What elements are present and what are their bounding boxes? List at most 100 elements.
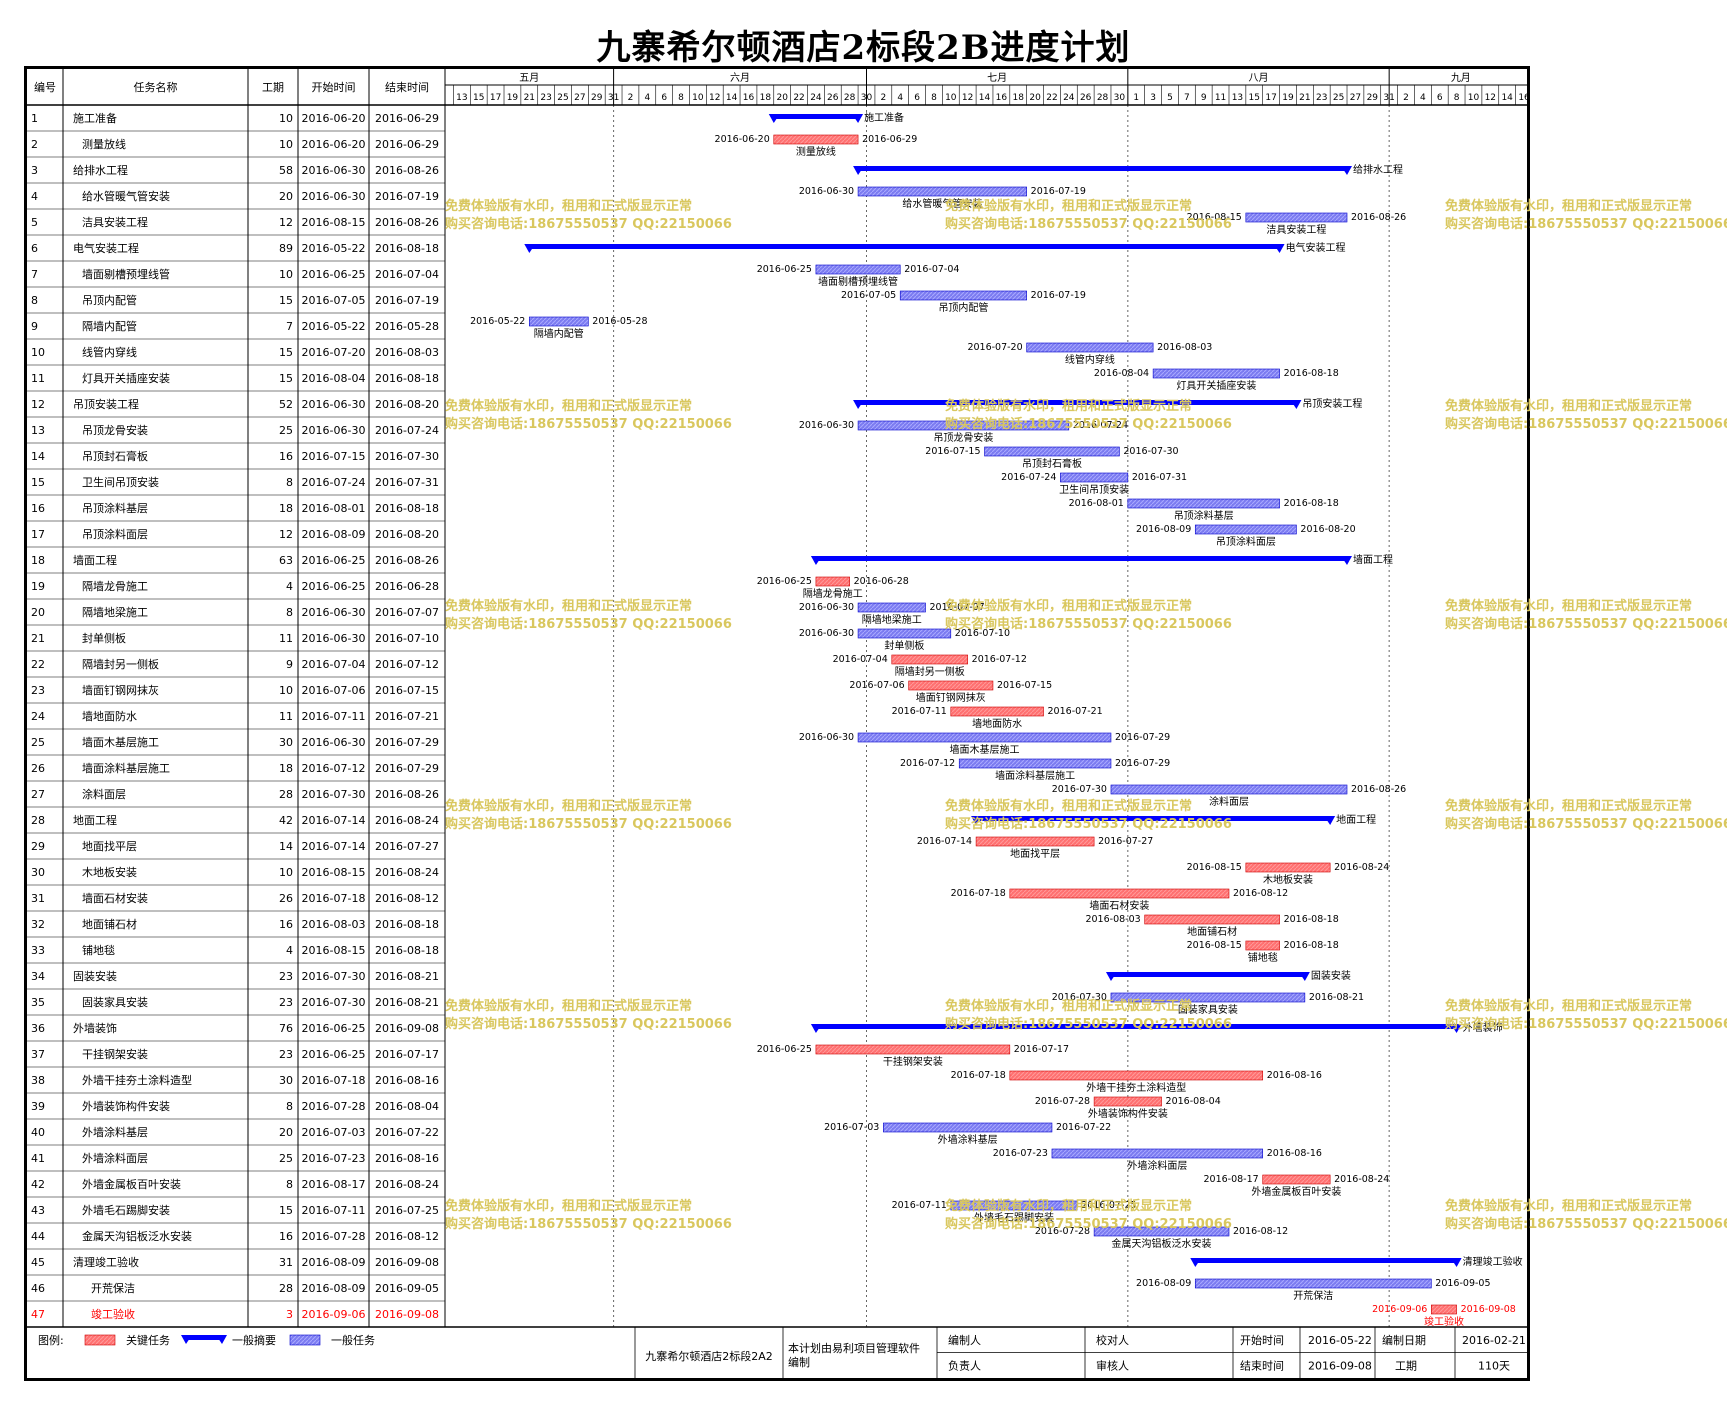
day-tick-label: 16 bbox=[996, 93, 1008, 103]
task-cell-start: 2016-07-18 bbox=[302, 892, 366, 905]
task-cell-name: 墙面石材安装 bbox=[82, 891, 148, 905]
bar-label: 施工准备 bbox=[864, 111, 904, 124]
task-cell-dur: 26 bbox=[279, 892, 293, 905]
task-cell-end: 2016-05-28 bbox=[375, 320, 439, 333]
day-tick-label: 20 bbox=[1029, 93, 1041, 103]
task-cell-dur: 10 bbox=[279, 866, 293, 879]
summary-end-marker bbox=[1324, 816, 1336, 825]
task-cell-id: 2 bbox=[31, 138, 38, 151]
day-tick-label: 18 bbox=[760, 93, 772, 103]
gantt-frame bbox=[24, 66, 1530, 1381]
watermark-line-1: 免费体验版有水印，租用和正式版显示正常 bbox=[445, 198, 692, 214]
normal-task-bar bbox=[528, 316, 589, 327]
task-cell-dur: 16 bbox=[279, 450, 293, 463]
task-cell-end: 2016-08-18 bbox=[375, 918, 439, 931]
task-cell-end: 2016-06-29 bbox=[375, 112, 439, 125]
task-cell-dur: 3 bbox=[286, 1308, 293, 1321]
bar-end-date: 2016-08-26 bbox=[1351, 212, 1406, 223]
bar-end-date: 2016-07-12 bbox=[972, 654, 1027, 665]
task-cell-end: 2016-08-16 bbox=[375, 1074, 439, 1087]
summary-end-marker bbox=[1450, 1024, 1462, 1033]
bar-start-date: 2016-08-15 bbox=[1187, 940, 1242, 951]
bar-start-date: 2016-06-25 bbox=[757, 576, 812, 587]
task-cell-dur: 4 bbox=[286, 944, 293, 957]
summary-start-marker bbox=[1190, 1258, 1202, 1267]
summary-end-marker bbox=[1341, 166, 1353, 175]
task-cell-end: 2016-08-26 bbox=[375, 788, 439, 801]
task-cell-name: 墙面涂料基层施工 bbox=[82, 761, 170, 775]
bar-end-date: 2016-07-24 bbox=[1073, 420, 1128, 431]
task-cell-id: 1 bbox=[31, 112, 38, 125]
task-cell-start: 2016-07-03 bbox=[302, 1126, 366, 1139]
day-tick-label: 17 bbox=[1265, 93, 1276, 103]
bar-label: 墙面木基层施工 bbox=[950, 743, 1020, 756]
task-cell-start: 2016-07-18 bbox=[302, 1074, 366, 1087]
footer-project: 九寨希尔顿酒店2标段2A2 bbox=[645, 1349, 773, 1363]
task-cell-start: 2016-06-25 bbox=[302, 1048, 366, 1061]
day-tick-label: 17 bbox=[490, 93, 501, 103]
column-header-id: 编号 bbox=[34, 80, 56, 94]
day-tick-label: 7 bbox=[1184, 93, 1190, 103]
task-cell-name: 墙地面防水 bbox=[82, 709, 137, 723]
day-tick-label: 18 bbox=[1013, 93, 1025, 103]
task-cell-start: 2016-07-28 bbox=[302, 1230, 366, 1243]
task-cell-name: 隔墙内配管 bbox=[82, 319, 137, 333]
task-cell-start: 2016-06-20 bbox=[302, 138, 366, 151]
bar-start-date: 2016-08-17 bbox=[1203, 1174, 1258, 1185]
task-cell-name: 吊顶封石膏板 bbox=[82, 449, 148, 463]
bar-start-date: 2016-06-30 bbox=[799, 186, 854, 197]
task-cell-dur: 14 bbox=[279, 840, 293, 853]
task-cell-dur: 89 bbox=[279, 242, 293, 255]
day-tick-label: 26 bbox=[1080, 93, 1092, 103]
bar-end-date: 2016-08-12 bbox=[1233, 888, 1288, 899]
critical-task-bar bbox=[773, 134, 859, 145]
task-cell-id: 26 bbox=[31, 762, 45, 775]
task-cell-id: 44 bbox=[31, 1230, 45, 1243]
task-cell-start: 2016-07-30 bbox=[302, 788, 366, 801]
summary-bar bbox=[815, 556, 1348, 561]
watermark-line-2: 购买咨询电话:18675550537 QQ:22150066 bbox=[945, 816, 1232, 832]
day-tick-label: 2 bbox=[1403, 93, 1409, 103]
critical-task-bar bbox=[950, 706, 1044, 717]
legend-critical-text: 关键任务 bbox=[126, 1333, 170, 1347]
task-cell-end: 2016-08-04 bbox=[375, 1100, 439, 1113]
bar-start-date: 2016-07-14 bbox=[917, 836, 972, 847]
task-cell-end: 2016-07-15 bbox=[375, 684, 439, 697]
footer-start-value: 2016-05-22 bbox=[1308, 1334, 1372, 1347]
critical-task-bar bbox=[815, 1044, 1011, 1055]
watermark-line-2: 购买咨询电话:18675550537 QQ:22150066 bbox=[1445, 1016, 1727, 1032]
task-cell-end: 2016-07-10 bbox=[375, 632, 439, 645]
bar-label: 干挂钢架安装 bbox=[883, 1055, 943, 1068]
normal-task-bar bbox=[1152, 368, 1280, 379]
month-label: 五月 bbox=[519, 72, 539, 84]
footer-auditor-label: 审核人 bbox=[1096, 1359, 1129, 1373]
legend-label: 图例: bbox=[38, 1333, 64, 1347]
task-cell-name: 铺地毯 bbox=[82, 943, 115, 957]
critical-task-bar bbox=[1262, 1174, 1331, 1185]
task-cell-start: 2016-08-01 bbox=[302, 502, 366, 515]
footer-date-label: 编制日期 bbox=[1382, 1333, 1426, 1347]
day-tick-label: 13 bbox=[456, 93, 467, 103]
task-cell-dur: 7 bbox=[286, 320, 293, 333]
task-cell-dur: 15 bbox=[279, 1204, 293, 1217]
bar-label: 吊顶涂料基层 bbox=[1174, 509, 1234, 522]
task-cell-start: 2016-08-09 bbox=[302, 528, 366, 541]
bar-label: 线管内穿线 bbox=[1065, 353, 1115, 366]
bar-start-date: 2016-06-20 bbox=[715, 134, 770, 145]
day-tick-label: 29 bbox=[591, 93, 603, 103]
footer-duration-label: 工期 bbox=[1395, 1360, 1417, 1373]
task-cell-name: 吊顶涂料基层 bbox=[82, 501, 148, 515]
summary-start-marker bbox=[971, 816, 983, 825]
task-cell-dur: 30 bbox=[279, 1074, 293, 1087]
task-cell-dur: 16 bbox=[279, 1230, 293, 1243]
critical-task-bar bbox=[1093, 1096, 1162, 1107]
day-tick-label: 3 bbox=[1150, 93, 1156, 103]
task-cell-start: 2016-05-22 bbox=[302, 320, 366, 333]
task-cell-name: 洁具安装工程 bbox=[82, 215, 148, 229]
task-cell-name: 地面铺石材 bbox=[82, 917, 137, 931]
footer-reviewer-label: 校对人 bbox=[1096, 1333, 1129, 1347]
normal-task-bar bbox=[1093, 1226, 1230, 1237]
bar-label: 隔墙龙骨施工 bbox=[803, 587, 863, 600]
column-header-dur: 工期 bbox=[262, 81, 284, 94]
watermark-line-1: 免费体验版有水印，租用和正式版显示正常 bbox=[1445, 198, 1692, 214]
